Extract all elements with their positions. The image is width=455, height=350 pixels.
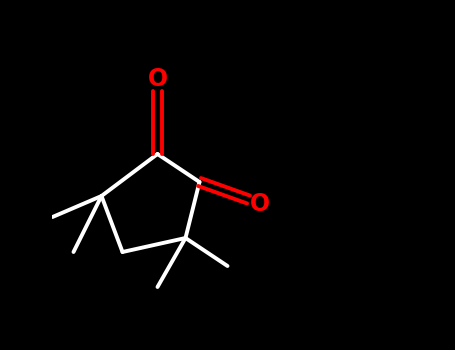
Text: O: O [250, 191, 270, 216]
Text: O: O [147, 67, 167, 91]
